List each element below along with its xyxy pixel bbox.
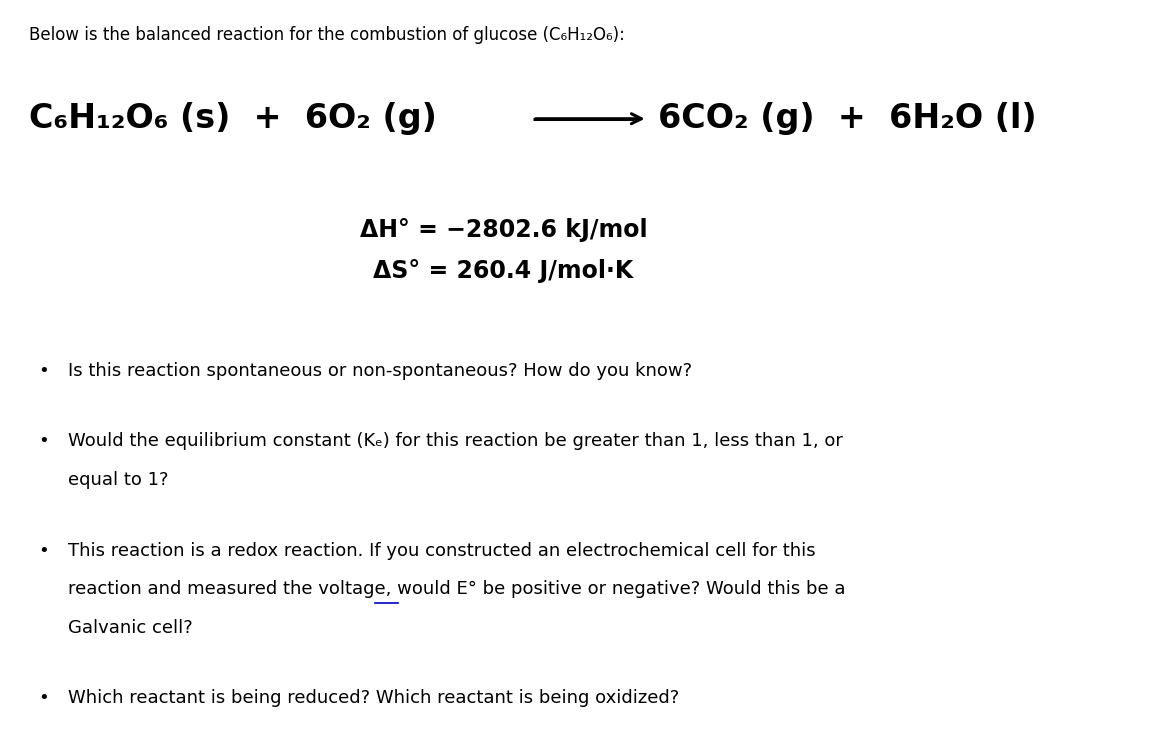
- Text: Would the equilibrium constant (Kₑ) for this reaction be greater than 1, less th: Would the equilibrium constant (Kₑ) for …: [68, 433, 843, 450]
- Text: Which reactant is being reduced? Which reactant is being oxidized?: Which reactant is being reduced? Which r…: [68, 689, 679, 707]
- Text: •: •: [39, 362, 49, 380]
- Text: Is this reaction spontaneous or non-spontaneous? How do you know?: Is this reaction spontaneous or non-spon…: [68, 362, 692, 380]
- Text: ΔH° = −2802.6 kJ/mol: ΔH° = −2802.6 kJ/mol: [359, 218, 648, 242]
- Text: reaction and measured the voltage, would E° be positive or negative? Would this : reaction and measured the voltage, would…: [68, 580, 845, 598]
- Text: equal to 1?: equal to 1?: [68, 471, 169, 489]
- Text: C₆H₁₂O₆ (s)  +  6O₂ (g): C₆H₁₂O₆ (s) + 6O₂ (g): [29, 102, 437, 135]
- Text: •: •: [39, 689, 49, 707]
- Text: 6CO₂ (g)  +  6H₂O (l): 6CO₂ (g) + 6H₂O (l): [658, 102, 1036, 135]
- Text: ΔS° = 260.4 J/mol·K: ΔS° = 260.4 J/mol·K: [374, 259, 634, 283]
- Text: •: •: [39, 542, 49, 559]
- Text: Below is the balanced reaction for the combustion of glucose (C₆H₁₂O₆):: Below is the balanced reaction for the c…: [29, 26, 625, 44]
- Text: Galvanic cell?: Galvanic cell?: [68, 619, 193, 637]
- Text: •: •: [39, 433, 49, 450]
- Text: This reaction is a redox reaction. If you constructed an electrochemical cell fo: This reaction is a redox reaction. If yo…: [68, 542, 815, 559]
